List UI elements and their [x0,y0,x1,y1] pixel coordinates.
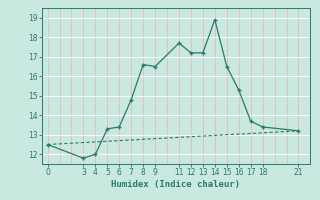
X-axis label: Humidex (Indice chaleur): Humidex (Indice chaleur) [111,180,241,189]
